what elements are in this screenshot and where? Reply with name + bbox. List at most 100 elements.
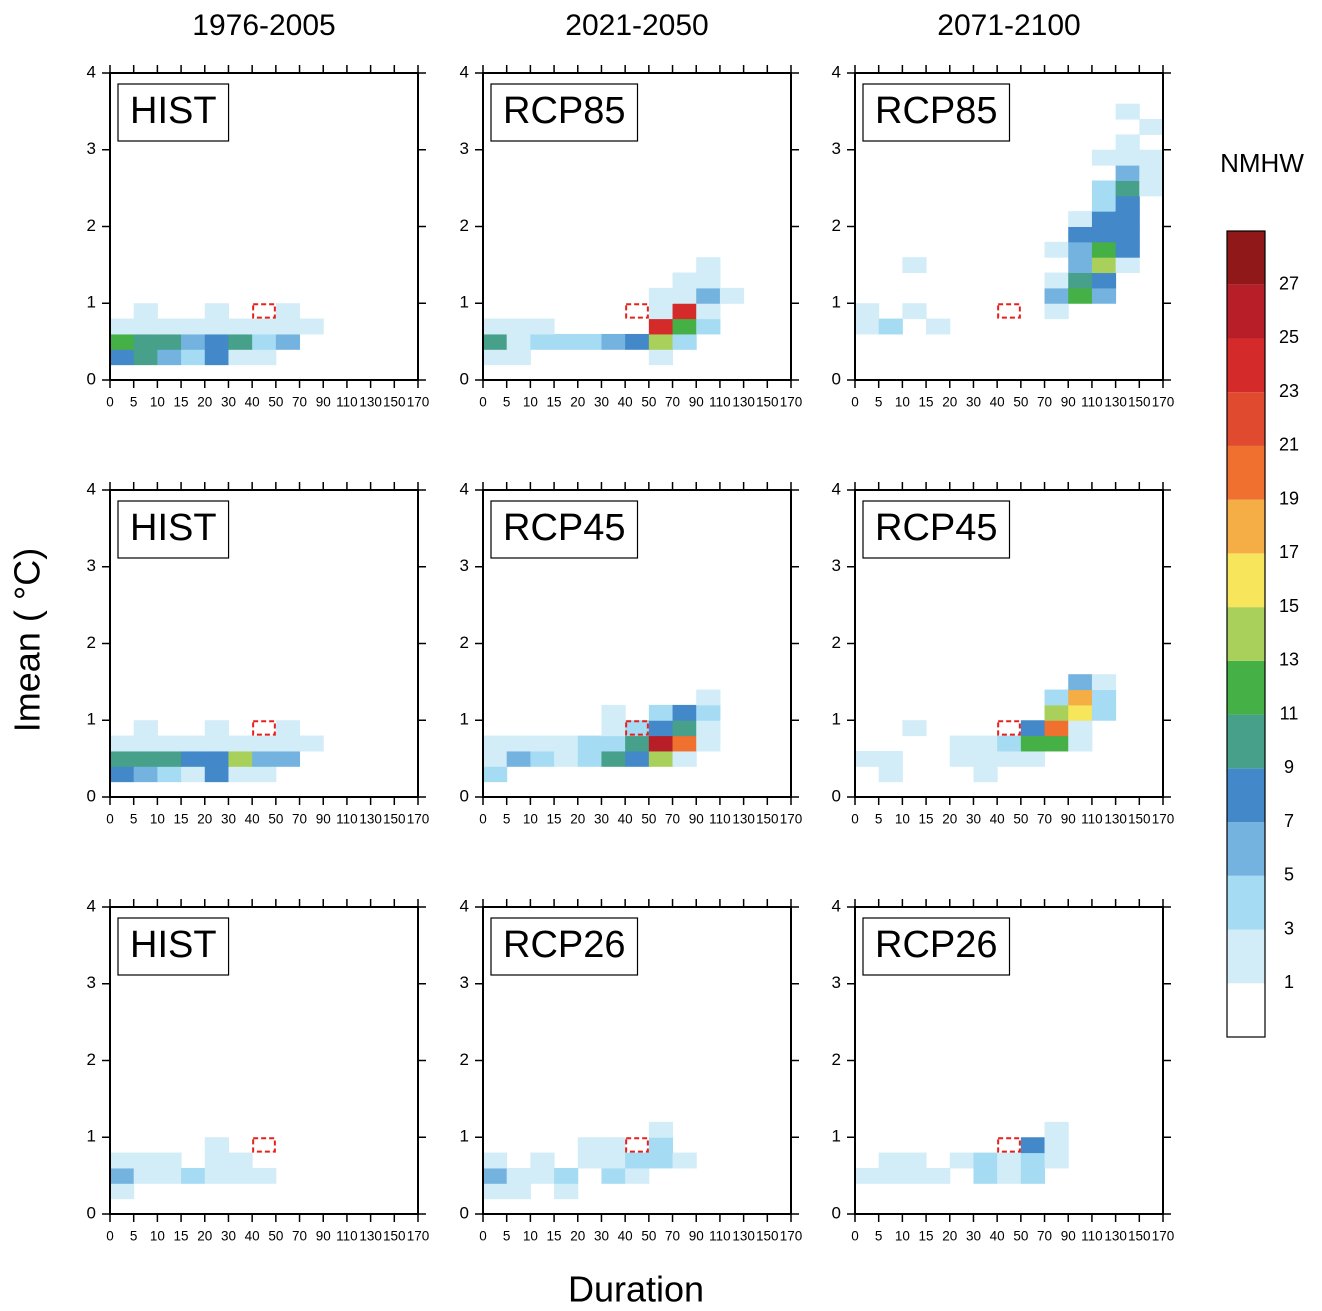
heatmap-cell	[133, 766, 158, 783]
x-tick-label: 170	[780, 812, 803, 827]
y-tick-label: 4	[832, 479, 841, 498]
heatmap-cell	[1068, 704, 1093, 721]
colorbar-box	[1227, 822, 1265, 876]
colorbar-label: 23	[1279, 381, 1299, 401]
x-tick-label: 40	[618, 812, 633, 827]
heatmap-cell	[997, 750, 1022, 767]
y-tick-label: 1	[460, 1127, 469, 1146]
colorbar-label: 21	[1279, 435, 1299, 455]
heatmap-cell	[1020, 735, 1046, 752]
heatmap-cell	[1139, 119, 1164, 135]
x-tick-label: 90	[1061, 395, 1076, 410]
heatmap-cell	[1020, 1137, 1046, 1154]
heatmap-cell	[483, 349, 508, 366]
heatmap-cell	[648, 333, 674, 350]
heatmap-cell	[110, 766, 135, 783]
heatmap-cell	[133, 720, 158, 737]
heatmap-cell	[625, 1167, 650, 1184]
panel-label: HIST	[130, 90, 217, 132]
heatmap-cell	[696, 704, 721, 721]
panel-label-box	[117, 917, 230, 976]
heatmap-cell	[483, 333, 508, 350]
x-tick-label: 20	[570, 1229, 585, 1244]
x-tick-label: 130	[732, 395, 755, 410]
heatmap-cell	[878, 750, 903, 767]
x-tick-label: 130	[1104, 395, 1127, 410]
heatmap-cell	[1115, 180, 1140, 197]
heatmap-cell	[252, 1167, 277, 1184]
heatmap-cell	[530, 318, 555, 335]
x-tick-label: 130	[359, 812, 382, 827]
heatmap-cell	[483, 750, 508, 767]
panel-label-box	[862, 500, 1011, 559]
y-tick-label: 3	[460, 973, 469, 992]
heatmap-cell	[204, 318, 229, 335]
x-tick-label: 20	[942, 395, 957, 410]
heatmap-cell	[483, 735, 508, 752]
heatmap-cell	[157, 766, 182, 783]
x-tick-label: 20	[942, 1229, 957, 1244]
heatmap-cell	[483, 766, 508, 783]
colorbar-label: 25	[1279, 327, 1299, 347]
heatmap-cell	[902, 1152, 927, 1169]
x-tick-label: 90	[316, 812, 331, 827]
x-tick-label: 40	[990, 1229, 1005, 1244]
marked-box	[625, 1137, 649, 1153]
y-tick-label: 3	[460, 139, 469, 158]
heatmap-cell	[1091, 257, 1117, 274]
heatmap-cell	[1115, 226, 1140, 243]
x-tick-label: 0	[851, 1229, 859, 1244]
heatmap-cell	[1091, 226, 1117, 243]
heatmap-cell	[1068, 272, 1093, 289]
x-tick-label: 50	[641, 1229, 656, 1244]
x-tick-label: 40	[618, 1229, 633, 1244]
x-tick-label: 0	[479, 1229, 487, 1244]
heatmap-cell	[157, 318, 182, 335]
heatmap-cell	[625, 735, 650, 752]
x-tick-label: 5	[875, 812, 883, 827]
y-tick-label: 0	[460, 786, 469, 805]
heatmap-cell	[1068, 720, 1093, 737]
x-tick-label: 40	[618, 395, 633, 410]
heatmap-cell	[204, 349, 229, 366]
x-tick-label: 150	[383, 1229, 406, 1244]
heatmap-cell	[648, 303, 674, 320]
panel-label: HIST	[130, 924, 217, 966]
colorbar-label: 13	[1279, 650, 1299, 670]
heatmap-cell	[1091, 674, 1117, 691]
heatmap-cell	[110, 735, 135, 752]
heatmap-cell	[157, 735, 182, 752]
heatmap-cell	[110, 1183, 135, 1200]
heatmap-cell	[648, 349, 674, 366]
x-tick-label: 50	[268, 395, 283, 410]
y-tick-label: 1	[460, 293, 469, 312]
heatmap-cell	[1115, 103, 1140, 120]
x-tick-label: 40	[990, 395, 1005, 410]
y-tick-label: 4	[460, 896, 469, 915]
panel-label: RCP26	[503, 924, 626, 966]
heatmap-cell	[252, 318, 277, 335]
marked-box	[997, 303, 1021, 319]
heatmap-cell	[855, 750, 880, 767]
heatmap-cell	[228, 1167, 253, 1184]
x-tick-label: 0	[479, 395, 487, 410]
heatmap-cell	[648, 1152, 674, 1169]
heatmap-cell	[110, 318, 135, 335]
x-tick-label: 30	[966, 1229, 981, 1244]
panel-label: RCP85	[875, 90, 998, 132]
heatmap-cell	[299, 318, 324, 335]
y-tick-label: 4	[460, 62, 469, 81]
heatmap-cell	[648, 735, 674, 752]
x-tick-label: 110	[336, 395, 358, 410]
heatmap-cell	[1115, 257, 1140, 274]
x-tick-label: 110	[1081, 812, 1103, 827]
heatmap-cell	[625, 750, 650, 767]
heatmap-cell	[878, 1167, 903, 1184]
y-tick-label: 1	[460, 710, 469, 729]
heatmap-cell	[204, 735, 229, 752]
x-tick-label: 5	[130, 395, 138, 410]
x-tick-label: 10	[150, 395, 165, 410]
heatmap-cell	[696, 720, 721, 737]
x-tick-label: 5	[130, 812, 138, 827]
heatmap-cell	[181, 333, 206, 350]
